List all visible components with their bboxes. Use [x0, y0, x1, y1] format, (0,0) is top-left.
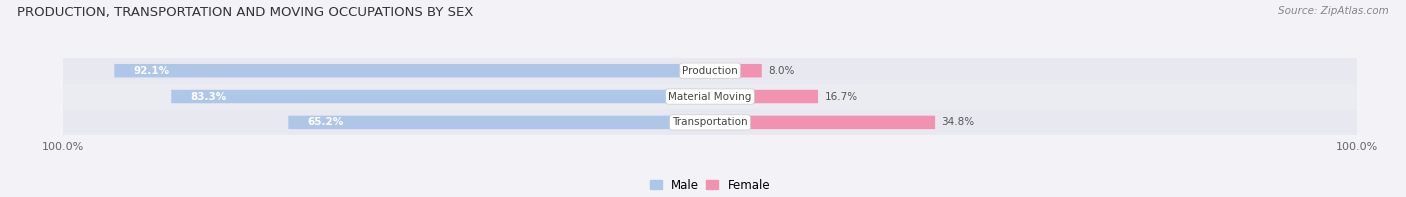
Legend: Male, Female: Male, Female: [650, 178, 770, 191]
Bar: [63, 110, 1357, 135]
Text: 83.3%: 83.3%: [191, 92, 226, 101]
Bar: [63, 84, 1357, 110]
Text: 8.0%: 8.0%: [768, 66, 794, 76]
Text: 92.1%: 92.1%: [134, 66, 170, 76]
Bar: [63, 58, 1357, 84]
Bar: [710, 116, 935, 129]
Bar: [288, 116, 710, 129]
Text: 34.8%: 34.8%: [942, 117, 974, 127]
Text: PRODUCTION, TRANSPORTATION AND MOVING OCCUPATIONS BY SEX: PRODUCTION, TRANSPORTATION AND MOVING OC…: [17, 6, 474, 19]
Text: Transportation: Transportation: [672, 117, 748, 127]
Text: Production: Production: [682, 66, 738, 76]
Text: Material Moving: Material Moving: [668, 92, 752, 101]
Bar: [710, 64, 762, 77]
Bar: [710, 90, 818, 103]
Bar: [114, 64, 710, 77]
Text: 65.2%: 65.2%: [308, 117, 344, 127]
Bar: [172, 90, 710, 103]
Text: 16.7%: 16.7%: [824, 92, 858, 101]
Text: Source: ZipAtlas.com: Source: ZipAtlas.com: [1278, 6, 1389, 16]
